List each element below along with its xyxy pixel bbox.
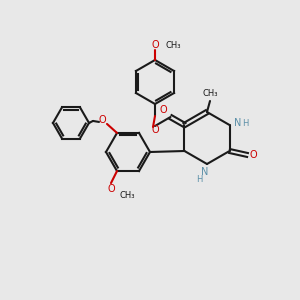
Text: CH₃: CH₃ <box>165 40 181 50</box>
Text: H: H <box>242 118 249 127</box>
Text: CH₃: CH₃ <box>120 190 136 200</box>
Text: CH₃: CH₃ <box>202 89 218 98</box>
Text: O: O <box>250 150 257 160</box>
Text: O: O <box>151 40 159 50</box>
Text: O: O <box>98 115 106 125</box>
Text: H: H <box>196 175 202 184</box>
Text: O: O <box>160 105 167 115</box>
Text: O: O <box>151 125 159 135</box>
Text: N: N <box>201 167 209 177</box>
Text: N: N <box>234 118 241 128</box>
Text: O: O <box>107 184 115 194</box>
